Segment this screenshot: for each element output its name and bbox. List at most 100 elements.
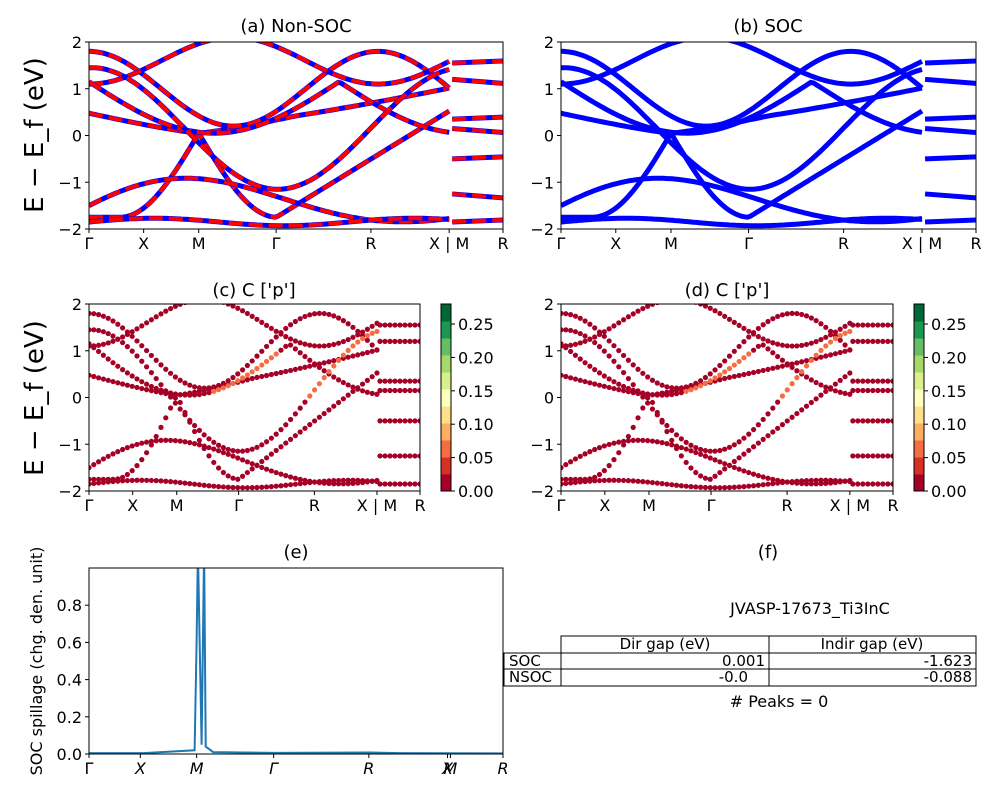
band-point [115, 363, 121, 369]
band-point [402, 481, 408, 487]
band-point [818, 477, 824, 483]
band-point [139, 343, 145, 349]
colorbar-segment [441, 355, 451, 373]
band-point [855, 453, 861, 459]
x-tick-label: R [838, 234, 849, 253]
band-point [105, 330, 111, 337]
band-point [601, 373, 607, 379]
band-point [163, 388, 169, 394]
band-line [89, 176, 450, 224]
band-point [736, 439, 742, 445]
band-point [206, 436, 212, 442]
x-tick-label: X | M [429, 234, 469, 253]
band-point [850, 338, 856, 344]
band-point [611, 358, 617, 364]
band-point [625, 433, 631, 440]
x-tick-label: M [642, 496, 656, 515]
band-point [616, 381, 622, 387]
band-point [119, 446, 126, 453]
band-point [832, 381, 838, 387]
band-point [268, 325, 274, 332]
band-point [669, 385, 675, 391]
band-point [860, 322, 866, 328]
band-point [129, 333, 135, 339]
band-point [283, 334, 289, 340]
band-point [847, 370, 853, 376]
band-point [712, 473, 718, 479]
band-point [297, 405, 303, 411]
colorbar-segment [914, 474, 924, 492]
band-point [119, 367, 126, 373]
y-tick-label: −2 [530, 220, 554, 239]
band-point [407, 387, 413, 394]
y-tick-label: 0.0 [57, 745, 82, 764]
x-tick-label: Γ [234, 496, 243, 515]
band-point [230, 484, 236, 491]
band-point [187, 440, 193, 446]
band-point [813, 338, 819, 345]
band-point [707, 485, 713, 491]
band-point [263, 322, 270, 329]
band-point [808, 399, 814, 406]
band-point [143, 387, 150, 393]
band-point [832, 388, 838, 394]
band-point [254, 365, 260, 372]
band-point [307, 422, 313, 428]
band-point [412, 378, 418, 384]
band-point [412, 387, 418, 394]
band-point [563, 327, 569, 333]
band-point [870, 387, 876, 394]
panel-e: (e) 0.00.20.40.60.8Γ X M Γ R XM R SOC spillage… [27, 542, 509, 778]
band-point [311, 418, 318, 424]
band-point [177, 304, 183, 307]
y-tick-label: −1 [530, 173, 554, 192]
band-point [606, 384, 612, 391]
colorbar-tick-label: 0.05 [458, 449, 494, 468]
band-point [187, 417, 193, 423]
band-point [124, 477, 130, 484]
band-point [268, 483, 274, 490]
band-point [625, 478, 631, 484]
band-point [177, 392, 183, 398]
band-point [596, 344, 603, 350]
band-point [201, 482, 207, 488]
band-point [601, 329, 607, 335]
band-point [664, 298, 669, 303]
band-point [688, 448, 694, 454]
band-point [249, 358, 255, 364]
band-point [374, 328, 380, 335]
band-point [230, 453, 236, 459]
band-point [377, 481, 383, 487]
band-point [91, 476, 97, 482]
band-point [292, 411, 298, 417]
band-point [143, 381, 150, 387]
table-row-soc-label: SOC [509, 652, 541, 670]
band-point [326, 407, 332, 413]
band-point [803, 403, 810, 409]
band-point [640, 305, 646, 312]
band-point [95, 342, 102, 348]
band-point [616, 477, 622, 483]
band-point [799, 311, 805, 318]
band-point [842, 348, 848, 354]
band-point [823, 324, 829, 330]
colorbar-tick-label: 0.00 [458, 482, 494, 501]
band-point [211, 459, 217, 466]
band-point [587, 448, 593, 455]
band-point [326, 311, 332, 318]
band-point [407, 418, 413, 424]
band-point [244, 362, 250, 369]
band-point [779, 422, 786, 428]
band-point [688, 465, 694, 471]
band-point [187, 392, 193, 398]
band-point [369, 330, 375, 336]
band-point [775, 313, 781, 320]
band-point [683, 439, 689, 445]
band-point [283, 368, 289, 375]
band-point [402, 418, 408, 424]
band-point [307, 363, 313, 369]
band-line [89, 42, 451, 87]
band-point [620, 383, 627, 390]
x-tick-label: Γ [707, 496, 716, 515]
band-point [350, 388, 356, 395]
